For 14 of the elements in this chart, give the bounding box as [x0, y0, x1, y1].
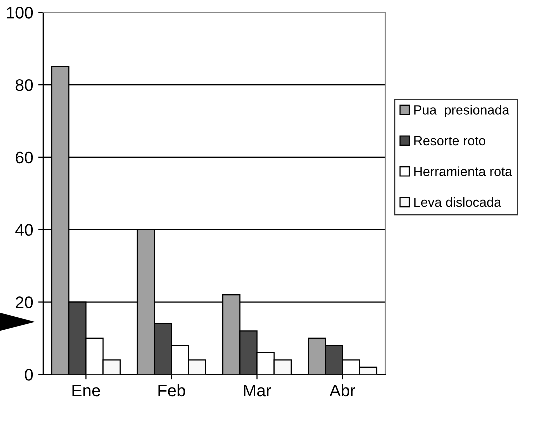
legend-label: Resorte roto [414, 136, 486, 146]
x-tick-label: Mar [244, 385, 272, 397]
y-tick-label: 20 [16, 296, 34, 308]
legend-label: Herramienta rota [414, 166, 512, 176]
legend-label: Leva dislocada [414, 197, 502, 208]
x-tick-label: Abr [330, 384, 356, 397]
y-tick-label: 40 [16, 224, 34, 236]
x-tick-label: Feb [158, 384, 186, 397]
y-tick-label: 60 [16, 152, 34, 164]
legend-label: Pua presionada [414, 105, 510, 118]
x-tick-label: Ene [72, 385, 100, 397]
y-tick-label: 80 [16, 79, 34, 92]
y-tick-label: 0 [25, 369, 34, 381]
y-tick-label: 100 [7, 7, 34, 19]
